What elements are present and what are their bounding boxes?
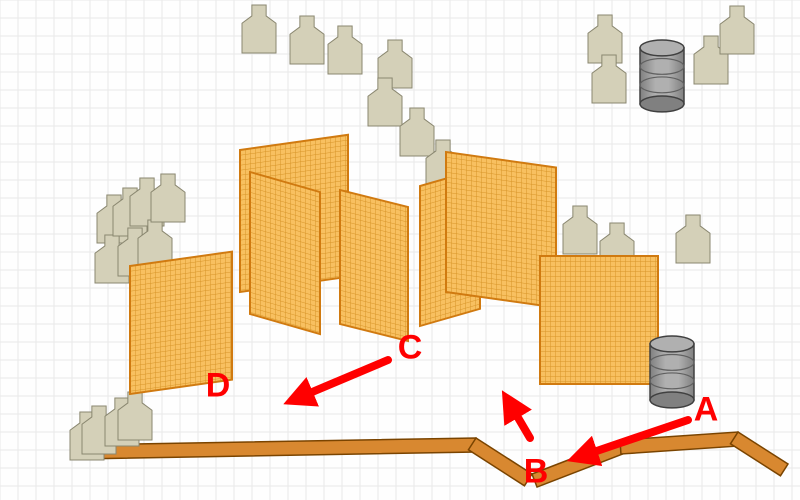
- wall-panel: [130, 252, 232, 394]
- wall-panel: [250, 172, 320, 334]
- stage-diagram: ABCD: [0, 0, 800, 500]
- barrel: [640, 40, 684, 112]
- wall-panel: [340, 190, 408, 341]
- barrel: [650, 336, 694, 408]
- wall-panel: [540, 256, 658, 384]
- stage-svg: [0, 0, 800, 500]
